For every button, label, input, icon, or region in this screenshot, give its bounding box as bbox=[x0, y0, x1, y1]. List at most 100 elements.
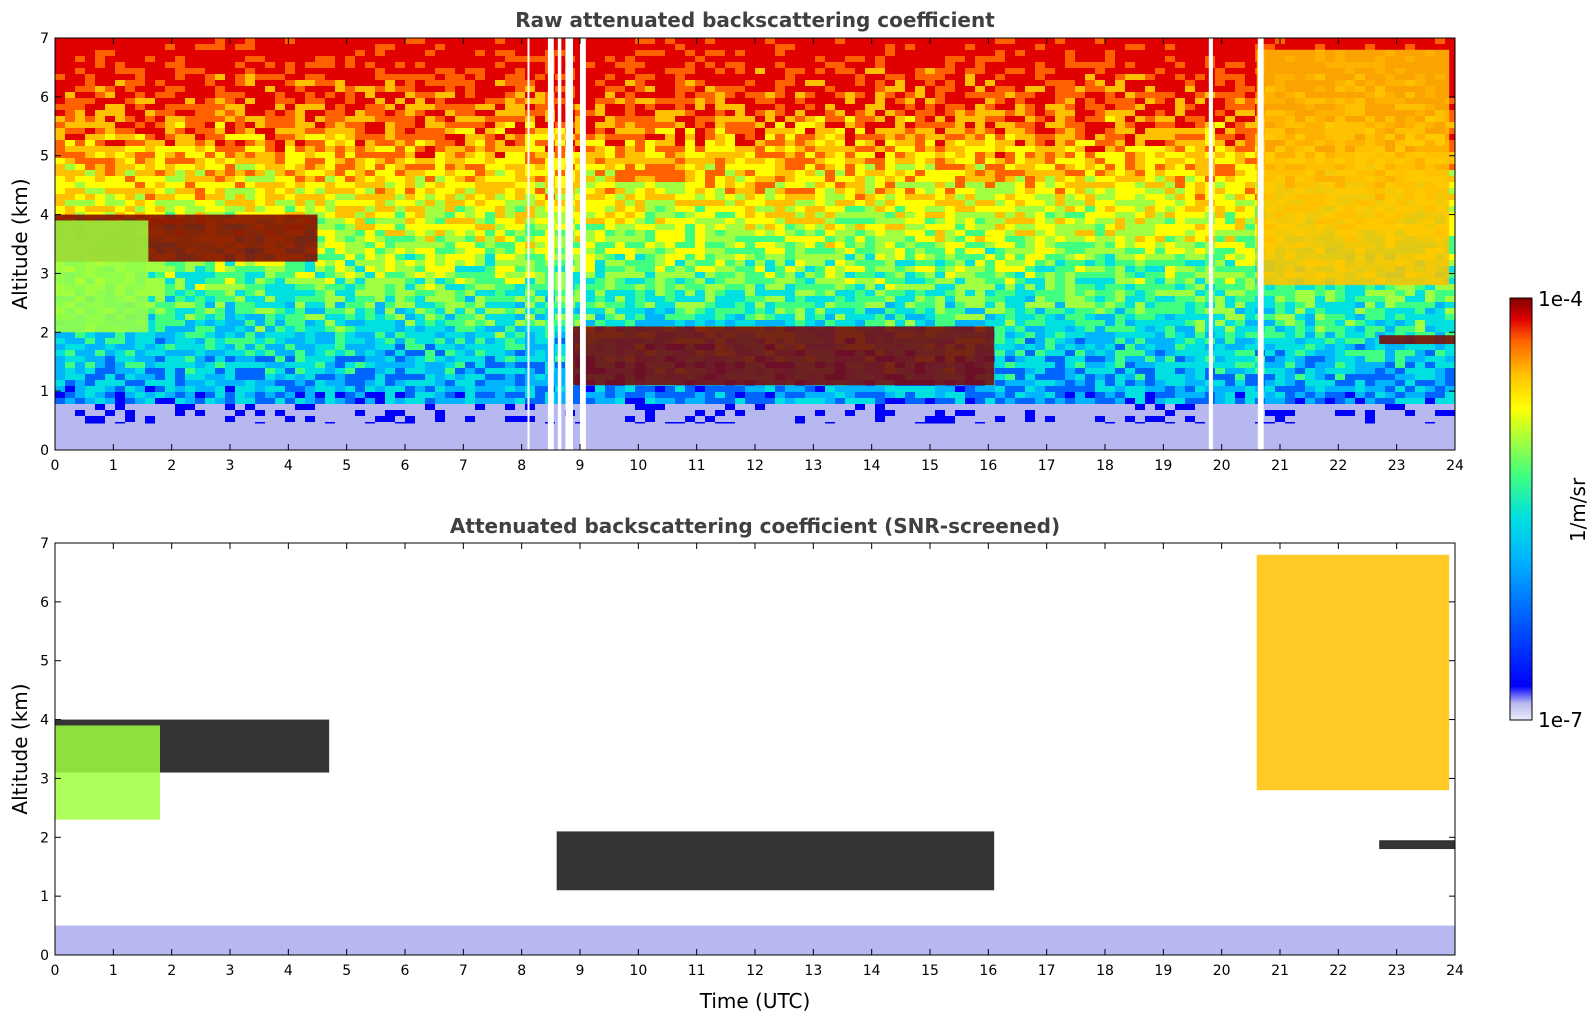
bg-cell bbox=[295, 44, 305, 50]
bg-cell bbox=[285, 416, 295, 422]
bg-cell bbox=[635, 56, 645, 62]
bg-cell bbox=[205, 200, 215, 206]
bg-cell bbox=[285, 182, 295, 188]
bg-cell bbox=[185, 158, 195, 164]
bg-cell bbox=[645, 206, 655, 212]
bg-cell bbox=[325, 176, 335, 182]
bg-cell bbox=[455, 326, 465, 332]
bg-cell bbox=[535, 338, 545, 344]
bg-cell bbox=[155, 188, 165, 194]
bg-cell bbox=[385, 236, 395, 242]
bg-cell bbox=[95, 146, 105, 152]
bg-cell bbox=[235, 158, 245, 164]
bg-cell bbox=[365, 242, 375, 248]
bg-cell bbox=[195, 314, 205, 320]
bg-cell bbox=[275, 104, 285, 110]
bg-cell bbox=[665, 308, 675, 314]
bg-cell bbox=[685, 110, 695, 116]
bg-cell bbox=[475, 392, 485, 398]
bg-cell bbox=[655, 128, 665, 134]
bg-cell bbox=[205, 266, 215, 272]
bg-cell bbox=[235, 116, 245, 122]
bg-cell bbox=[765, 50, 775, 56]
bg-cell bbox=[505, 200, 515, 206]
bg-cell bbox=[755, 206, 765, 212]
bg-cell bbox=[615, 284, 625, 290]
bg-cell bbox=[425, 332, 435, 338]
bg-cell bbox=[375, 386, 385, 392]
bg-cell bbox=[215, 68, 225, 74]
bg-cell bbox=[235, 356, 245, 362]
bg-cell bbox=[105, 104, 115, 110]
bg-cell bbox=[535, 92, 545, 98]
bg-cell bbox=[715, 314, 725, 320]
bg-cell bbox=[455, 56, 465, 62]
bg-cell bbox=[755, 236, 765, 242]
bg-cell bbox=[655, 158, 665, 164]
bg-cell bbox=[765, 182, 775, 188]
bg-cell bbox=[75, 38, 85, 44]
bg-cell bbox=[145, 284, 155, 290]
bg-cell bbox=[435, 320, 445, 326]
bg-cell bbox=[495, 224, 505, 230]
bg-cell bbox=[185, 152, 195, 158]
bg-cell bbox=[505, 242, 515, 248]
bg-cell bbox=[485, 266, 495, 272]
bg-cell bbox=[395, 278, 405, 284]
bg-cell bbox=[735, 218, 745, 224]
bg-cell bbox=[465, 320, 475, 326]
bg-cell bbox=[75, 140, 85, 146]
bg-cell bbox=[135, 128, 145, 134]
bg-cell bbox=[475, 62, 485, 68]
bg-cell bbox=[595, 56, 605, 62]
bg-cell bbox=[85, 92, 95, 98]
bg-cell bbox=[505, 404, 515, 410]
bg-cell bbox=[375, 332, 385, 338]
bg-cell bbox=[645, 278, 655, 284]
bg-cell bbox=[655, 194, 665, 200]
bg-cell bbox=[345, 416, 355, 422]
bg-cell bbox=[465, 278, 475, 284]
bg-cell bbox=[535, 230, 545, 236]
bg-cell bbox=[355, 200, 365, 206]
bg-cell bbox=[275, 170, 285, 176]
bg-cell bbox=[235, 398, 245, 404]
bg-cell bbox=[415, 344, 425, 350]
bg-cell bbox=[185, 416, 195, 422]
bg-cell bbox=[725, 284, 735, 290]
bg-cell bbox=[155, 368, 165, 374]
bg-cell bbox=[255, 380, 265, 386]
bg-cell bbox=[525, 368, 535, 374]
bg-cell bbox=[625, 392, 635, 398]
bg-cell bbox=[605, 56, 615, 62]
bg-cell bbox=[265, 392, 275, 398]
bg-cell bbox=[105, 92, 115, 98]
bg-cell bbox=[185, 182, 195, 188]
bg-cell bbox=[655, 44, 665, 50]
bg-cell bbox=[65, 140, 75, 146]
bg-cell bbox=[465, 248, 475, 254]
bg-cell bbox=[85, 50, 95, 56]
bg-cell bbox=[85, 146, 95, 152]
bg-cell bbox=[225, 398, 235, 404]
bg-cell bbox=[755, 230, 765, 236]
bg-cell bbox=[525, 380, 535, 386]
bg-cell bbox=[335, 194, 345, 200]
bg-cell bbox=[365, 92, 375, 98]
bg-cell bbox=[675, 314, 685, 320]
bg-cell bbox=[385, 404, 395, 410]
bg-cell bbox=[475, 266, 485, 272]
bg-cell bbox=[315, 122, 325, 128]
bg-cell bbox=[255, 68, 265, 74]
bg-cell bbox=[535, 392, 545, 398]
bg-cell bbox=[65, 44, 75, 50]
bg-cell bbox=[335, 170, 345, 176]
bg-cell bbox=[775, 62, 785, 68]
bg-cell bbox=[445, 302, 455, 308]
bg-cell bbox=[345, 308, 355, 314]
bg-cell bbox=[715, 416, 725, 422]
bg-cell bbox=[685, 314, 695, 320]
bg-cell bbox=[135, 50, 145, 56]
bg-cell bbox=[135, 182, 145, 188]
bg-cell bbox=[325, 146, 335, 152]
